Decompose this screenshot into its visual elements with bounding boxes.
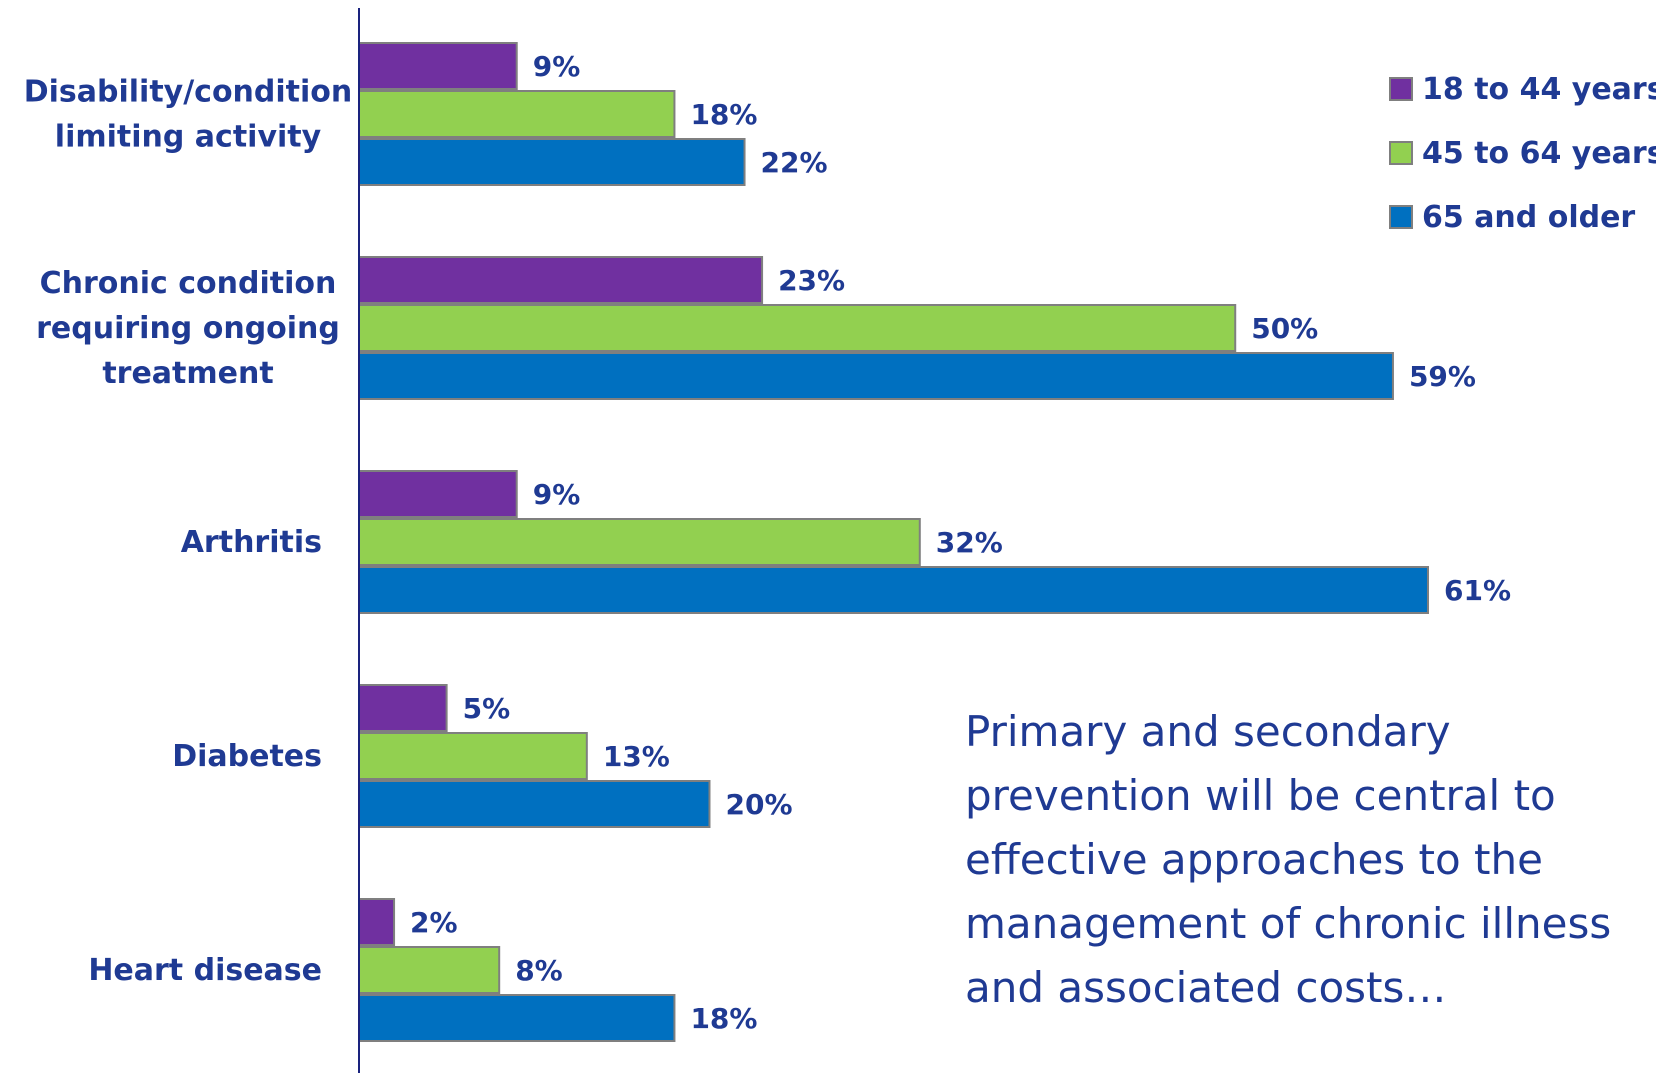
bar-heart-disease-18-to-44-years bbox=[358, 898, 396, 946]
bar-diabetes-45-to-64-years bbox=[358, 732, 588, 780]
value-label: 22% bbox=[761, 146, 828, 179]
bar-chronic-condition-requiring-ongoing-treatment-45-to-64-years bbox=[358, 304, 1237, 352]
bars-layer: 9%18%22%23%50%59%9%32%61%5%13%20%2%8%18% bbox=[358, 42, 1511, 1042]
bar-arthritis-18-to-44-years bbox=[358, 470, 518, 518]
legend-swatch-18-to-44-years bbox=[1389, 77, 1413, 101]
bar-heart-disease-45-to-64-years bbox=[358, 946, 501, 994]
category-label-line: Heart disease bbox=[88, 953, 322, 988]
legend-label-65-and-older: 65 and older bbox=[1422, 200, 1635, 235]
legend-label-18-to-44-years: 18 to 44 years bbox=[1422, 72, 1656, 107]
bar-disability-condition-limiting-activity-65-and-older bbox=[358, 138, 746, 186]
category-label-diabetes: Diabetes bbox=[172, 739, 322, 774]
category-label-line: Diabetes bbox=[172, 739, 322, 774]
category-label-line: requiring ongoing bbox=[36, 311, 340, 346]
value-label: 50% bbox=[1251, 312, 1318, 345]
value-label: 61% bbox=[1444, 574, 1511, 607]
bar-disability-condition-limiting-activity-45-to-64-years bbox=[358, 90, 676, 138]
category-labels: Disability/condition limiting activity Chr… bbox=[24, 75, 353, 989]
legend-label-45-to-64-years: 45 to 64 years bbox=[1422, 136, 1656, 171]
bar-heart-disease-65-and-older bbox=[358, 994, 676, 1042]
bar-chronic-condition-requiring-ongoing-treatment-18-to-44-years bbox=[358, 256, 764, 304]
bar-diabetes-65-and-older bbox=[358, 780, 711, 828]
category-label-line: treatment bbox=[102, 356, 273, 391]
category-label-line: limiting activity bbox=[55, 120, 322, 155]
category-label-line: Chronic condition bbox=[40, 266, 337, 301]
bar-arthritis-65-and-older bbox=[358, 566, 1429, 614]
legend: 18 to 44 years 45 to 64 years 65 and older bbox=[1389, 72, 1656, 235]
value-label: 59% bbox=[1409, 360, 1476, 393]
category-label-arthritis: Arthritis bbox=[181, 525, 322, 560]
legend-swatch-65-and-older bbox=[1389, 205, 1413, 229]
value-label: 23% bbox=[778, 264, 845, 297]
bar-arthritis-45-to-64-years bbox=[358, 518, 921, 566]
value-label: 18% bbox=[690, 98, 757, 131]
value-label: 32% bbox=[936, 526, 1003, 559]
category-label-heart-disease: Heart disease bbox=[88, 953, 322, 988]
category-label-disability-condition-limiting-activity: Disability/condition limiting activity bbox=[24, 75, 353, 155]
value-label: 9% bbox=[533, 478, 581, 511]
bar-chronic-condition-requiring-ongoing-treatment-65-and-older bbox=[358, 352, 1394, 400]
value-label: 9% bbox=[533, 50, 581, 83]
category-label-line: Arthritis bbox=[181, 525, 322, 560]
legend-swatch-45-to-64-years bbox=[1389, 141, 1413, 165]
value-label: 8% bbox=[515, 954, 563, 987]
value-label: 5% bbox=[463, 692, 511, 725]
category-label-line: Disability/condition bbox=[24, 75, 353, 110]
value-label: 18% bbox=[690, 1002, 757, 1035]
value-label: 13% bbox=[603, 740, 670, 773]
bar-disability-condition-limiting-activity-18-to-44-years bbox=[358, 42, 518, 90]
prevention-note: Primary and secondary prevention will be… bbox=[965, 707, 1612, 1012]
bar-diabetes-18-to-44-years bbox=[358, 684, 448, 732]
category-label-chronic-condition-requiring-ongoing-treatment: Chronic condition requiring ongoing treatm… bbox=[36, 266, 340, 391]
value-label: 2% bbox=[410, 906, 458, 939]
value-label: 20% bbox=[725, 788, 792, 821]
